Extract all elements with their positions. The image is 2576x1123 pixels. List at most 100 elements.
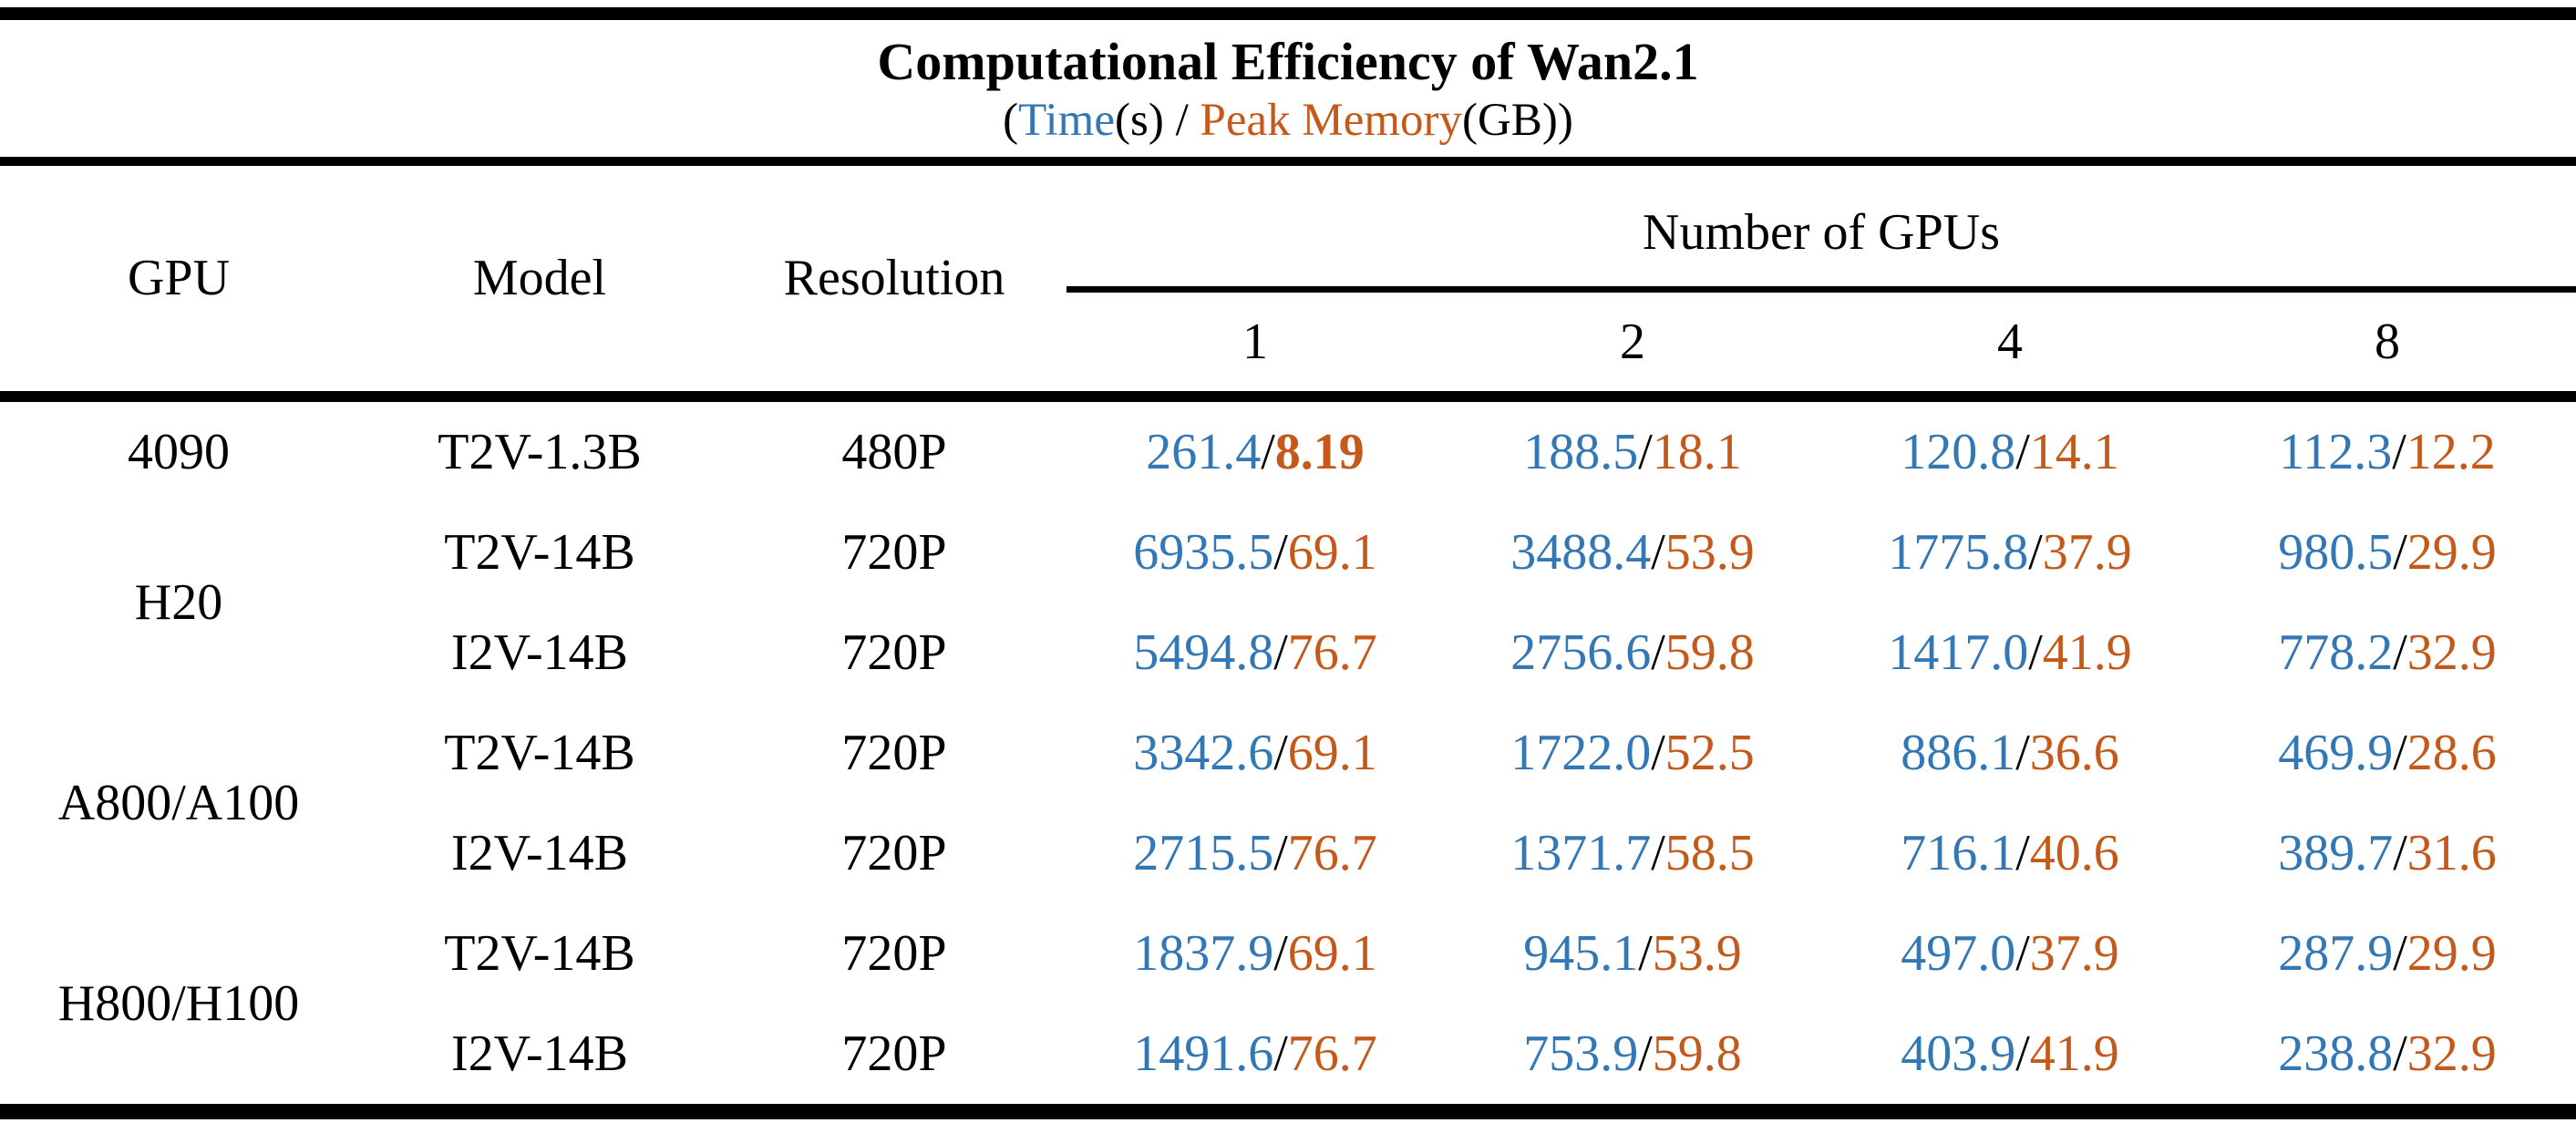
value-separator: / xyxy=(1273,824,1288,881)
time-value: 778.2 xyxy=(2278,623,2394,681)
value-cell: 120.8/14.1 xyxy=(1821,397,2199,502)
time-value: 1371.7 xyxy=(1510,824,1652,881)
memory-value: 69.1 xyxy=(1287,724,1377,781)
model-cell: T2V-14B xyxy=(444,924,635,982)
table-row: H800/H100 T2V-14B 720P 1837.9/69.1 945.1… xyxy=(0,903,2576,1032)
value-separator: / xyxy=(1638,423,1653,480)
value-cell: 1722.0/52.5 xyxy=(1444,703,1821,803)
subtitle-time-label: Time xyxy=(1018,94,1115,146)
value-separator: / xyxy=(1638,924,1653,982)
column-header-resolution: Resolution xyxy=(783,250,1005,307)
table-row: I2V-14B 720P 1491.6/76.7 753.9/59.8 403.… xyxy=(0,1004,2576,1104)
resolution-cell: 720P xyxy=(841,523,947,581)
time-value: 389.7 xyxy=(2278,824,2394,881)
memory-value: 31.6 xyxy=(2406,824,2497,881)
value-separator: / xyxy=(2028,623,2043,681)
model-cell: I2V-14B xyxy=(451,824,628,881)
memory-value: 58.5 xyxy=(1664,824,1755,881)
value-cell: 469.9/28.6 xyxy=(2199,703,2576,803)
subtitle-time-unit: (s) xyxy=(1114,94,1164,146)
resolution-cell: 720P xyxy=(841,724,947,781)
memory-value: 18.1 xyxy=(1652,423,1742,480)
memory-value: 76.7 xyxy=(1287,1025,1377,1082)
value-separator: / xyxy=(2393,824,2407,881)
memory-value: 12.2 xyxy=(2406,423,2496,480)
value-separator: / xyxy=(2393,523,2407,581)
table-row: I2V-14B 720P 5494.8/76.7 2756.6/59.8 141… xyxy=(0,603,2576,703)
value-cell: 403.9/41.9 xyxy=(1821,1004,2199,1104)
time-value: 2715.5 xyxy=(1133,824,1274,881)
value-separator: / xyxy=(2015,724,2030,781)
memory-value: 69.1 xyxy=(1287,924,1377,982)
value-cell: 261.4/8.19 xyxy=(1066,397,1444,502)
table-bottom-rule xyxy=(0,1103,2576,1119)
value-separator: / xyxy=(1651,523,1665,581)
memory-value: 69.1 xyxy=(1287,523,1377,581)
value-cell: 1371.7/58.5 xyxy=(1444,803,1821,903)
resolution-cell: 720P xyxy=(841,924,947,982)
value-separator: / xyxy=(2393,924,2407,982)
column-header-gpus-4: 4 xyxy=(1997,313,2023,370)
subtitle-separator: / xyxy=(1163,94,1200,146)
value-cell: 753.9/59.8 xyxy=(1444,1004,1821,1104)
resolution-cell: 720P xyxy=(841,1025,947,1082)
time-value: 469.9 xyxy=(2278,724,2394,781)
value-separator: / xyxy=(2028,523,2043,581)
value-separator: / xyxy=(1651,824,1665,881)
memory-value: 52.5 xyxy=(1664,724,1755,781)
memory-value: 53.9 xyxy=(1652,924,1742,982)
memory-value: 37.9 xyxy=(2042,523,2132,581)
value-cell: 1417.0/41.9 xyxy=(1821,603,2199,703)
memory-value: 76.7 xyxy=(1287,623,1377,681)
time-value: 287.9 xyxy=(2278,924,2394,982)
column-header-model: Model xyxy=(472,250,607,307)
gpu-cell: H800/H100 xyxy=(57,974,300,1032)
value-cell: 886.1/36.6 xyxy=(1821,703,2199,803)
value-separator: / xyxy=(2393,623,2407,681)
memory-value: 41.9 xyxy=(2029,1025,2119,1082)
memory-value: 59.8 xyxy=(1664,623,1755,681)
value-separator: / xyxy=(1651,623,1665,681)
memory-value: 29.9 xyxy=(2406,924,2497,982)
value-separator: / xyxy=(2015,423,2030,480)
table-header: GPU Model Resolution Number of GPUs 1 2 … xyxy=(0,165,2576,397)
time-value: 112.3 xyxy=(2279,423,2393,480)
time-value: 120.8 xyxy=(1901,423,2016,480)
time-value: 1417.0 xyxy=(1888,623,2029,681)
subtitle-memory-label: Peak Memory xyxy=(1200,94,1463,146)
gpu-cell: 4090 xyxy=(128,423,230,480)
value-cell: 1837.9/69.1 xyxy=(1066,903,1444,1004)
column-header-gpus-1: 1 xyxy=(1242,313,1268,370)
value-cell: 112.3/12.2 xyxy=(2199,397,2576,502)
column-group-number-of-gpus: Number of GPUs xyxy=(1066,165,2576,293)
model-cell: I2V-14B xyxy=(451,1025,628,1082)
value-cell: 238.8/32.9 xyxy=(2199,1004,2576,1104)
value-cell: 389.7/31.6 xyxy=(2199,803,2576,903)
table-title: Computational Efficiency of Wan2.1 xyxy=(877,32,1699,91)
gpu-cell: H20 xyxy=(134,573,223,631)
memory-value: 8.19 xyxy=(1274,423,1365,480)
time-value: 497.0 xyxy=(1901,924,2016,982)
time-value: 1775.8 xyxy=(1888,523,2029,581)
time-value: 3342.6 xyxy=(1133,724,1274,781)
time-value: 1722.0 xyxy=(1510,724,1652,781)
gpu-cell: A800/A100 xyxy=(57,774,300,831)
value-cell: 1775.8/37.9 xyxy=(1821,502,2199,603)
value-separator: / xyxy=(1273,1025,1288,1082)
memory-value: 36.6 xyxy=(2029,724,2119,781)
value-separator: / xyxy=(2015,924,2030,982)
memory-value: 32.9 xyxy=(2406,1025,2497,1082)
model-cell: T2V-14B xyxy=(444,724,635,781)
table-body: 4090 T2V-1.3B 480P 261.4/8.19 188.5/18.1… xyxy=(0,396,2576,1104)
value-separator: / xyxy=(1638,1025,1653,1082)
value-cell: 1491.6/76.7 xyxy=(1066,1004,1444,1104)
memory-value: 76.7 xyxy=(1287,824,1377,881)
value-separator: / xyxy=(2393,1025,2407,1082)
value-cell: 778.2/32.9 xyxy=(2199,603,2576,703)
value-cell: 716.1/40.6 xyxy=(1821,803,2199,903)
table-row: A800/A100 T2V-14B 720P 3342.6 / 69.1 1722.… xyxy=(0,703,2576,831)
value-separator: / xyxy=(1273,623,1288,681)
value-cell: 945.1/53.9 xyxy=(1444,903,1821,1004)
efficiency-table: GPU Model Resolution Number of GPUs 1 2 … xyxy=(0,165,2576,1104)
